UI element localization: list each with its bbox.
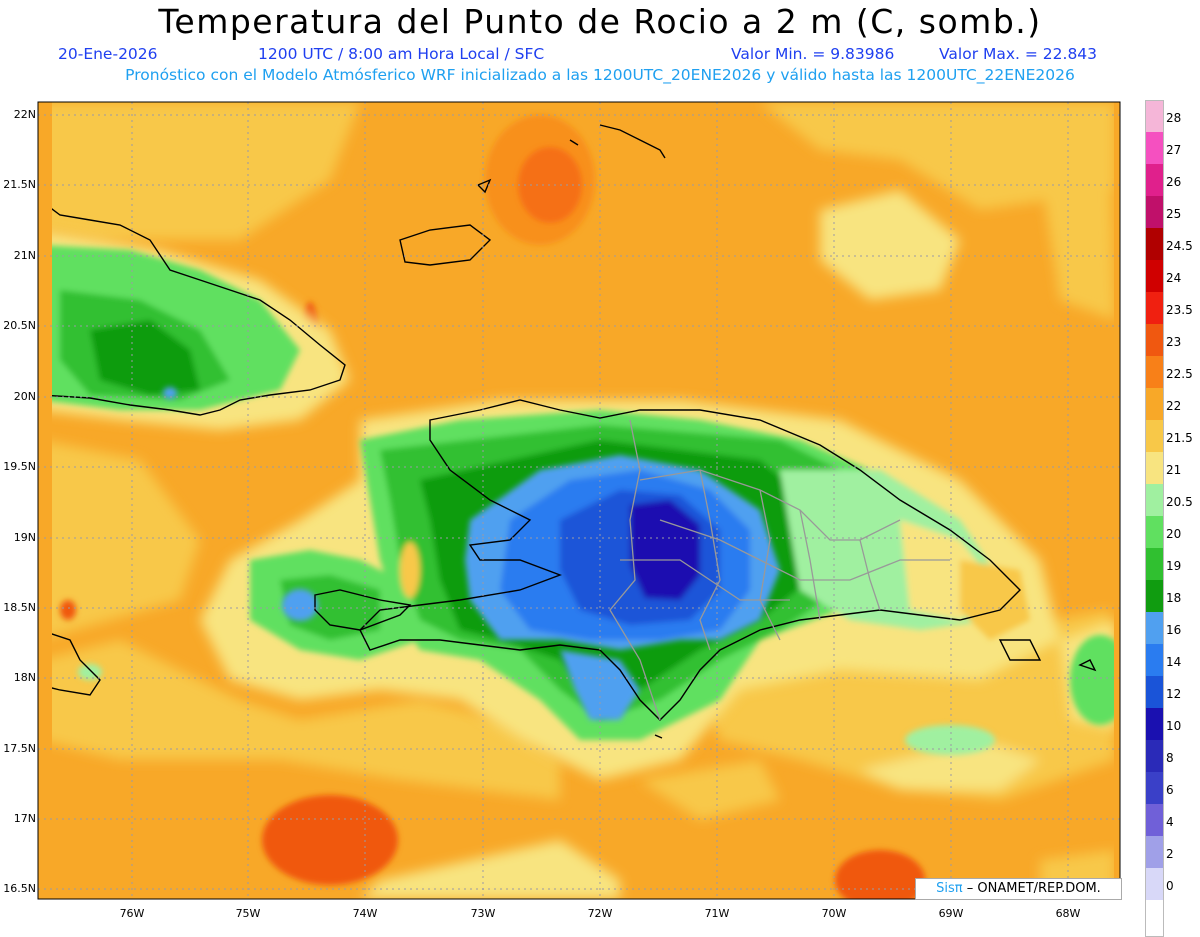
credit-box: Sisπ – ONAMET/REP.DOM. — [915, 878, 1122, 900]
colorbar-label: 23 — [1166, 335, 1182, 349]
colorbar-segment — [1145, 260, 1164, 292]
colorbar-label: 21 — [1166, 463, 1182, 477]
lon-label-75w: 75W — [235, 907, 261, 920]
lat-label-20-5n: 20.5N — [3, 319, 36, 332]
colorbar-label: 24.5 — [1166, 239, 1193, 253]
colorbar-segment — [1145, 420, 1164, 452]
lon-label-73w: 73W — [470, 907, 496, 920]
valid-date: 20-Ene-2026 — [58, 45, 158, 63]
colorbar-label: 16 — [1166, 623, 1182, 637]
lat-label-19n: 19N — [13, 531, 36, 544]
colorbar-segment — [1145, 836, 1164, 868]
colorbar-segment — [1145, 516, 1164, 548]
lat-label-22n: 22N — [13, 108, 36, 121]
colorbar-segment — [1145, 804, 1164, 836]
colorbar-segment — [1145, 196, 1164, 228]
lon-label-70w: 70W — [821, 907, 847, 920]
min-value: Valor Min. = 9.83986 — [731, 45, 895, 63]
map-title: Temperatura del Punto de Rocio a 2 m (C,… — [158, 2, 1042, 41]
lat-label-18n: 18N — [13, 671, 36, 684]
colorbar-segment — [1145, 324, 1164, 356]
max-value: Valor Max. = 22.843 — [939, 45, 1098, 63]
colorbar-segment — [1145, 484, 1164, 516]
lat-label-20n: 20N — [13, 390, 36, 403]
valid-time: 1200 UTC / 8:00 am Hora Local / SFC — [258, 45, 545, 63]
colorbar-segment — [1145, 100, 1164, 133]
colorbar-segment — [1145, 132, 1164, 164]
lat-label-19-5n: 19.5N — [3, 460, 36, 473]
colorbar-segment — [1145, 548, 1164, 580]
colorbar-label: 23.5 — [1166, 303, 1193, 317]
colorbar-label: 6 — [1166, 783, 1174, 797]
colorbar-label: 25 — [1166, 207, 1182, 221]
lat-label-21-5n: 21.5N — [3, 178, 36, 191]
colorbar-segment — [1145, 452, 1164, 484]
lat-label-21n: 21N — [13, 249, 36, 262]
lat-label-17n: 17N — [13, 812, 36, 825]
colorbar-label: 21.5 — [1166, 431, 1193, 445]
colorbar-label: 22 — [1166, 399, 1182, 413]
colorbar-label: 26 — [1166, 175, 1182, 189]
colorbar-segment — [1145, 644, 1164, 676]
colorbar-label: 24 — [1166, 271, 1182, 285]
cuba-coastline — [52, 208, 346, 416]
colorbar-segment — [1145, 676, 1164, 708]
lon-label-74w: 74W — [352, 907, 378, 920]
colorbar-label: 14 — [1166, 655, 1182, 669]
colorbar-label: 20.5 — [1166, 495, 1193, 509]
colorbar-segment — [1145, 388, 1164, 420]
colorbar-segment — [1145, 708, 1164, 740]
lat-label-17-5n: 17.5N — [3, 742, 36, 755]
colorbar-label: 8 — [1166, 751, 1174, 765]
model-description: Pronóstico con el Modelo Atmósferico WRF… — [125, 66, 1075, 84]
colorbar-segment — [1145, 228, 1164, 260]
colorbar-segment — [1145, 292, 1164, 324]
colorbar-label: 27 — [1166, 143, 1182, 157]
colorbar-segment — [1145, 740, 1164, 772]
colorbar-label: 22.5 — [1166, 367, 1193, 381]
colorbar-label: 12 — [1166, 687, 1182, 701]
colorbar-segment — [1145, 612, 1164, 644]
colorbar-label: 0 — [1166, 879, 1174, 893]
colorbar-label: 19 — [1166, 559, 1182, 573]
colorbar-label: 10 — [1166, 719, 1182, 733]
lon-label-68w: 68W — [1055, 907, 1081, 920]
colorbar-segment — [1145, 772, 1164, 804]
lon-label-76w: 76W — [119, 907, 145, 920]
lon-label-71w: 71W — [704, 907, 730, 920]
lat-label-18-5n: 18.5N — [3, 601, 36, 614]
colorbar-segment — [1145, 900, 1164, 937]
colorbar-segment — [1145, 580, 1164, 612]
lon-label-72w: 72W — [587, 907, 613, 920]
lat-label-16-5n: 16.5N — [3, 882, 36, 895]
colorbar-label: 20 — [1166, 527, 1182, 541]
colorbar-label: 18 — [1166, 591, 1182, 605]
colorbar-segment — [1145, 356, 1164, 388]
colorbar-segment — [1145, 868, 1164, 900]
colorbar-label: 28 — [1166, 111, 1182, 125]
hotspot-south — [262, 795, 398, 885]
lon-label-69w: 69W — [938, 907, 964, 920]
credit-text: – ONAMET/REP.DOM. — [966, 881, 1101, 896]
colorbar-label: 2 — [1166, 847, 1174, 861]
colorbar-label: 4 — [1166, 815, 1174, 829]
colorbar-segment — [1145, 164, 1164, 196]
sispi-logo: Sisπ — [936, 881, 963, 896]
